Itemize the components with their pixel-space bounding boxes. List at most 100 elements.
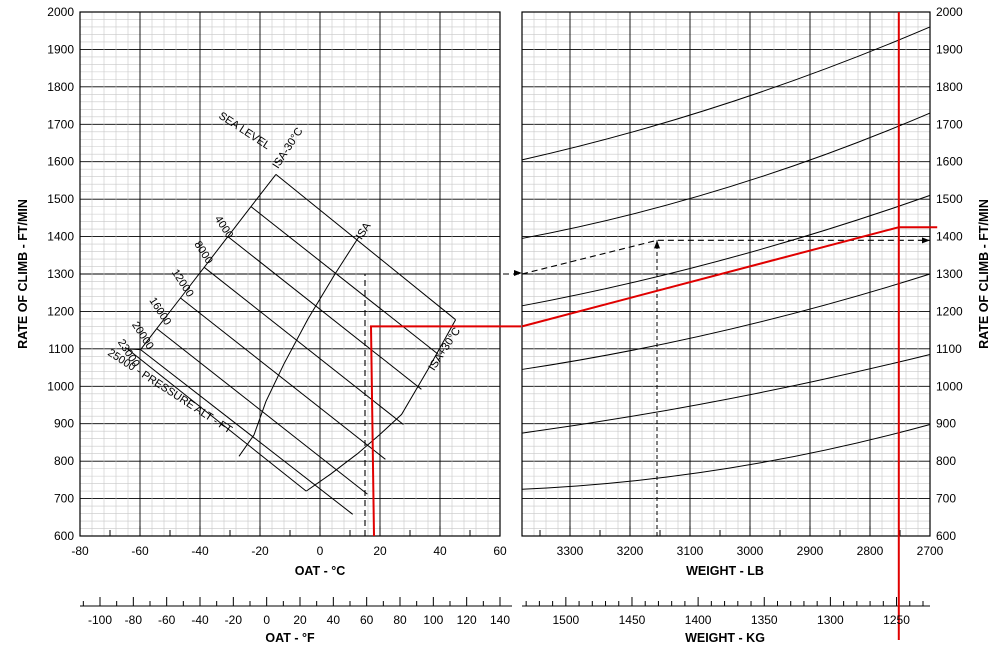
fahrenheit-tick-label: 20: [293, 613, 307, 627]
guide-layer: [364, 12, 938, 640]
left-x-tick-label: -20: [251, 544, 269, 558]
right-y-axis-title: RATE OF CLIMB - FT/MIN: [977, 199, 991, 349]
fahrenheit-tick-label: 100: [423, 613, 443, 627]
right-x-tick-label: 2700: [917, 544, 944, 558]
right-x-tick-label: 3300: [557, 544, 584, 558]
right-y-tick-label: 800: [936, 454, 956, 468]
fahrenheit-tick-label: 120: [457, 613, 477, 627]
weight-curve: [521, 273, 931, 370]
temperature-line: [238, 236, 360, 457]
left-x-axis-title: OAT - °C: [295, 564, 346, 578]
left-y-tick-label: 1400: [47, 230, 74, 244]
kilogram-axis-title: WEIGHT - KG: [685, 631, 765, 645]
left-y-tick-label: 1900: [47, 42, 74, 56]
dashed-end-arrowhead: [922, 237, 930, 244]
left-x-tick-label: 0: [317, 544, 324, 558]
left-x-tick-label: 60: [493, 544, 507, 558]
kilogram-tick-label: 1500: [552, 613, 579, 627]
kilogram-tick-label: 1400: [685, 613, 712, 627]
weight-curve: [521, 26, 931, 161]
right-x-tick-label: 3100: [677, 544, 704, 558]
right-y-tick-label: 1900: [936, 42, 963, 56]
weight-curve: [521, 112, 931, 239]
left-y-tick-label: 800: [54, 454, 74, 468]
right-y-tick-label: 600: [936, 529, 956, 543]
kilogram-tick-label: 1450: [619, 613, 646, 627]
dashed-vertical-arrowhead: [654, 240, 660, 249]
left-y-tick-label: 1200: [47, 304, 74, 318]
left-y-tick-label: 900: [54, 417, 74, 431]
temperature-line: [127, 174, 277, 351]
fahrenheit-tick-label: -80: [125, 613, 143, 627]
right-y-tick-label: 1400: [936, 230, 963, 244]
left-x-tick-label: 40: [433, 544, 447, 558]
right-y-tick-label: 1500: [936, 192, 963, 206]
left-y-tick-label: 1700: [47, 117, 74, 131]
fahrenheit-axis-title: OAT - °F: [265, 631, 315, 645]
sea-level-label: SEA LEVEL: [216, 110, 272, 152]
pressure-altitude-label: 25000 - PRESSURE ALT - FT: [105, 347, 234, 437]
fahrenheit-tick-label: 80: [393, 613, 407, 627]
right-y-tick-label: 1200: [936, 304, 963, 318]
weight-curve: [521, 194, 931, 307]
altitude-line: [127, 348, 307, 492]
altitude-line: [275, 174, 456, 321]
fahrenheit-tick-label: -100: [88, 613, 112, 627]
altitude-line: [227, 236, 422, 390]
right-x-axis-title: WEIGHT - LB: [686, 564, 764, 578]
right-x-tick-label: 2900: [797, 544, 824, 558]
fahrenheit-tick-label: 40: [327, 613, 341, 627]
right-y-tick-label: 1100: [936, 342, 962, 356]
right-y-tick-label: 2000: [936, 5, 963, 19]
weight-curve: [521, 353, 931, 434]
left-red-guide: [369, 325, 521, 537]
left-dashed-guide: [364, 273, 521, 536]
label-layer: 6007008009001000110012001300140015001600…: [16, 5, 991, 645]
right-y-tick-label: 1000: [936, 379, 963, 393]
left-x-tick-label: 20: [373, 544, 387, 558]
right-y-tick-label: 1700: [936, 117, 963, 131]
right-y-tick-label: 700: [936, 492, 956, 506]
fahrenheit-tick-label: 140: [490, 613, 510, 627]
kilogram-tick-label: 1350: [751, 613, 778, 627]
left-y-tick-label: 1600: [47, 155, 74, 169]
temperature-label: ISA-30°C: [270, 126, 305, 171]
altitude-label: 8000: [191, 239, 214, 266]
weight-curve: [521, 423, 931, 490]
left-y-axis-title: RATE OF CLIMB - FT/MIN: [16, 199, 30, 349]
right-x-tick-label: 2800: [857, 544, 884, 558]
right-x-tick-label: 3200: [617, 544, 644, 558]
dashed-guide-arrowhead: [514, 270, 522, 276]
left-y-tick-label: 1100: [48, 342, 74, 356]
left-y-tick-label: 600: [54, 529, 74, 543]
fahrenheit-tick-label: -40: [191, 613, 209, 627]
grid-layer: [79, 11, 931, 607]
left-y-tick-label: 1000: [47, 379, 74, 393]
left-x-tick-label: -60: [131, 544, 149, 558]
left-y-tick-label: 1500: [47, 192, 74, 206]
altitude-line: [203, 266, 404, 425]
kilogram-tick-label: 1250: [883, 613, 910, 627]
left-y-tick-label: 1800: [47, 80, 74, 94]
left-x-tick-label: -40: [191, 544, 209, 558]
kilogram-tick-label: 1300: [817, 613, 844, 627]
fahrenheit-tick-label: -20: [225, 613, 243, 627]
right-y-tick-label: 900: [936, 417, 956, 431]
right-dashed-guide: [521, 239, 930, 275]
overlay-layer: [127, 174, 457, 515]
right-y-tick-label: 1300: [936, 267, 963, 281]
altitude-line: [180, 297, 386, 460]
right-y-tick-label: 1600: [936, 155, 963, 169]
left-y-tick-label: 2000: [47, 5, 74, 19]
right-y-tick-label: 1800: [936, 80, 963, 94]
fahrenheit-tick-label: -60: [158, 613, 176, 627]
altitude-line: [250, 206, 439, 355]
curve-layer: [521, 26, 931, 490]
left-x-tick-label: -80: [71, 544, 89, 558]
right-x-tick-label: 3000: [737, 544, 764, 558]
left-y-tick-label: 1300: [47, 267, 74, 281]
temperature-label: ISA: [354, 220, 374, 242]
fahrenheit-tick-label: 60: [360, 613, 374, 627]
fahrenheit-tick-label: 0: [263, 613, 270, 627]
